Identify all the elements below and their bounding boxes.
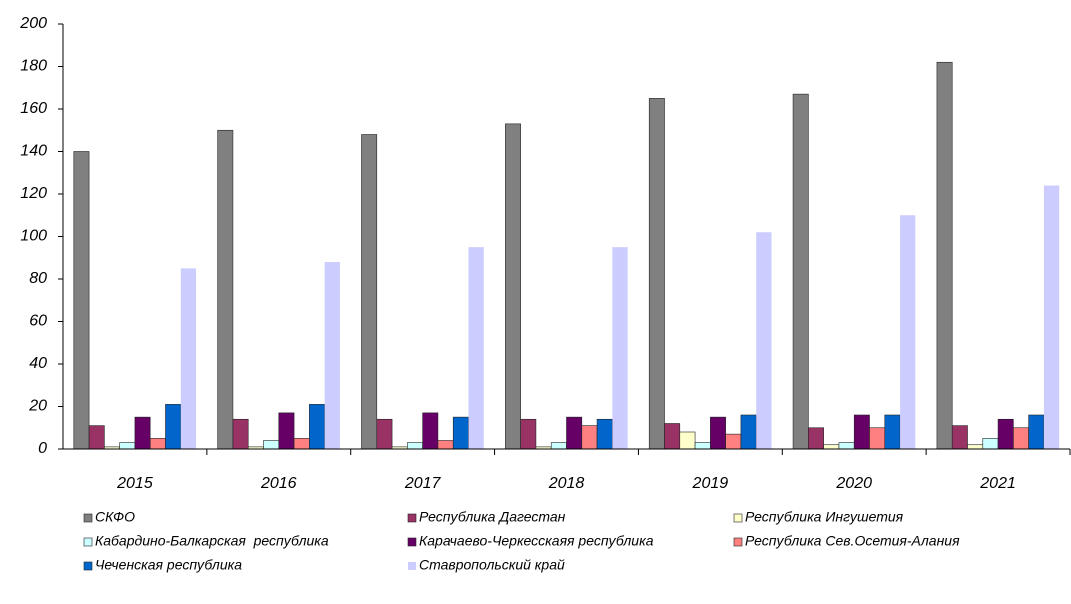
bar <box>232 418 249 450</box>
y-tick-label: 60 <box>29 313 47 330</box>
bar <box>740 414 757 450</box>
x-tick-label: 2017 <box>404 475 442 492</box>
bar <box>756 232 772 449</box>
bar <box>278 412 295 450</box>
bar <box>710 416 726 450</box>
bar <box>566 416 583 450</box>
bar <box>520 418 537 450</box>
bar <box>967 444 984 450</box>
bar <box>550 442 567 450</box>
bar <box>422 412 439 450</box>
bar <box>180 268 197 449</box>
bar <box>452 416 469 450</box>
legend-swatch <box>83 537 93 547</box>
bar <box>664 423 681 450</box>
bar <box>792 93 809 450</box>
bar <box>505 123 521 450</box>
y-tick-label: 0 <box>38 440 47 457</box>
legend-label: СКФО <box>95 509 135 525</box>
bar <box>324 262 340 449</box>
bar <box>648 98 665 450</box>
x-tick-label: 2021 <box>979 475 1016 492</box>
bar <box>309 404 325 450</box>
y-tick-label: 140 <box>20 143 47 160</box>
bar <box>217 129 234 450</box>
bar <box>263 440 280 450</box>
y-tick-label: 160 <box>20 100 47 117</box>
bar <box>869 427 886 450</box>
y-tick-label: 40 <box>29 355 47 372</box>
bar <box>951 425 968 450</box>
bar <box>407 442 423 450</box>
y-tick-label: 80 <box>29 270 47 287</box>
bar <box>293 438 310 450</box>
bar <box>437 440 454 450</box>
bar <box>838 442 855 450</box>
bar <box>808 427 824 450</box>
y-tick-label: 180 <box>20 58 47 75</box>
bar <box>1013 427 1029 450</box>
bar <box>823 444 840 450</box>
bar <box>376 418 393 450</box>
bar <box>936 61 953 450</box>
bar <box>884 414 901 450</box>
bar <box>88 425 105 450</box>
legend-label: Чеченская республика <box>95 557 242 573</box>
legend-swatch <box>83 561 93 571</box>
bar <box>1028 414 1045 450</box>
legend-swatch <box>83 513 93 523</box>
legend-label: Карачаево-Черкесскаяя республика <box>419 533 654 549</box>
bar <box>149 438 166 450</box>
bar <box>725 433 742 450</box>
legend-label: Республика Сев.Осетия-Алания <box>745 533 960 549</box>
bar <box>468 247 484 449</box>
legend-swatch <box>407 513 417 523</box>
bar <box>596 418 613 450</box>
bar <box>134 416 151 450</box>
x-tick-label: 2015 <box>116 475 153 492</box>
bar <box>361 134 378 450</box>
bar <box>982 438 999 450</box>
bar <box>694 442 711 450</box>
legend-label: Республика Дагестан <box>419 509 566 525</box>
bar <box>73 151 90 450</box>
legend-label: Ставропольский край <box>419 557 565 573</box>
legend-swatch <box>407 537 417 547</box>
bar <box>165 404 182 450</box>
legend-swatch <box>733 513 743 523</box>
x-tick-label: 2018 <box>548 475 585 492</box>
y-tick-label: 100 <box>20 228 47 245</box>
bar <box>612 247 628 449</box>
bar <box>853 414 870 450</box>
bar <box>679 431 696 450</box>
bar <box>1043 185 1060 449</box>
x-tick-label: 2020 <box>835 475 872 492</box>
legend-label: Кабардино-Балкарская республика <box>95 533 329 549</box>
y-tick-label: 20 <box>28 398 47 415</box>
x-tick-label: 2019 <box>692 475 729 492</box>
y-tick-label: 120 <box>20 185 47 202</box>
legend-swatch <box>408 562 416 570</box>
legend-label: Республика Ингушетия <box>745 509 904 525</box>
bar <box>119 442 136 450</box>
legend-swatch <box>733 537 743 547</box>
bar <box>581 425 598 450</box>
y-tick-label: 200 <box>19 15 47 32</box>
x-tick-label: 2016 <box>260 475 297 492</box>
bar <box>997 418 1014 450</box>
bar <box>900 215 916 449</box>
